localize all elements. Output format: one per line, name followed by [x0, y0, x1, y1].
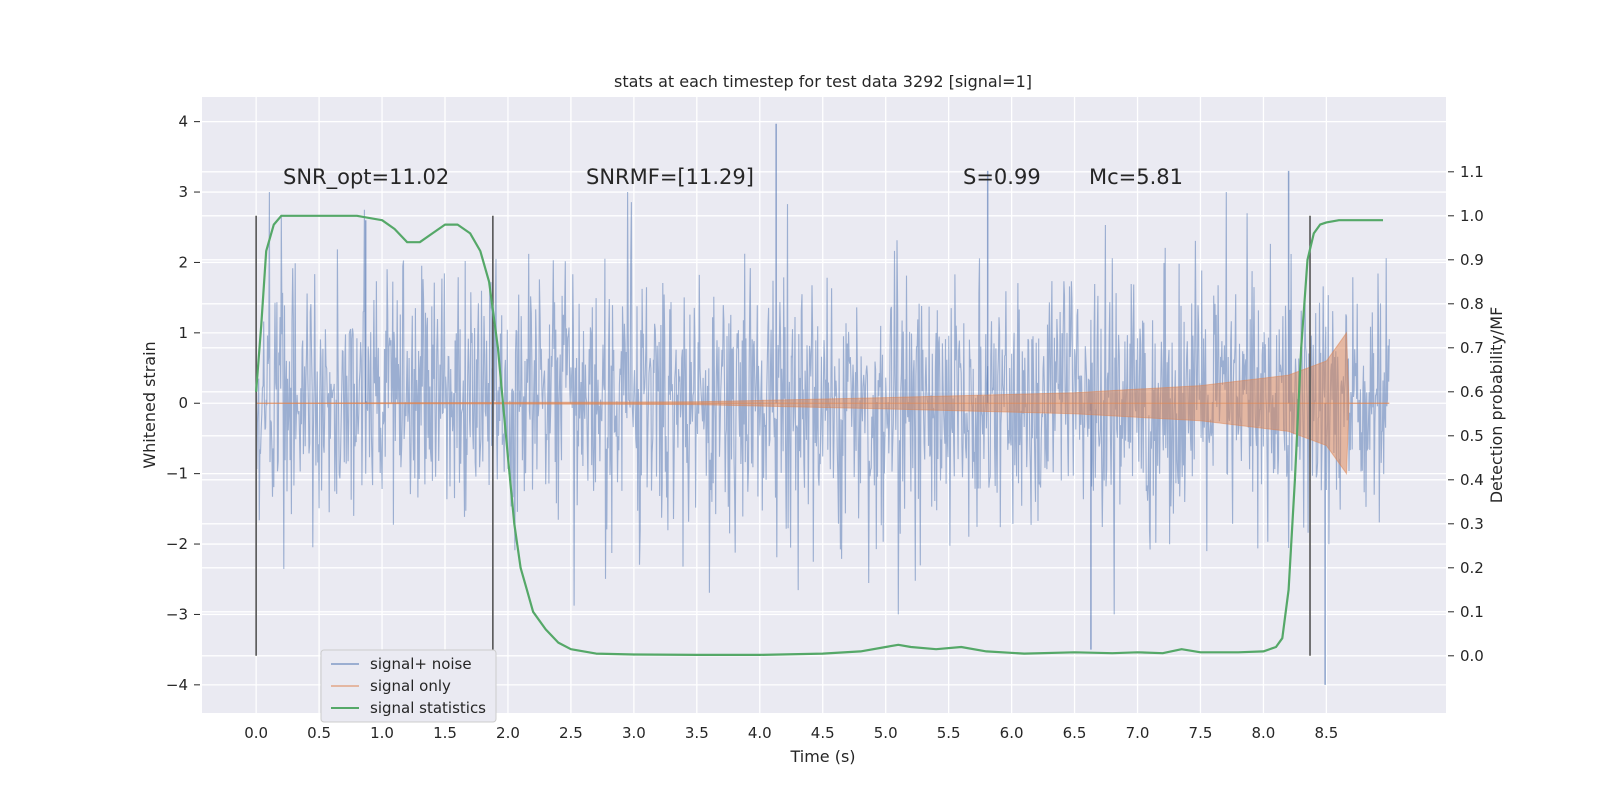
x-tick-label: 1.5: [433, 724, 457, 742]
y-tick-label: 1: [178, 324, 188, 342]
x-tick-label: 0.5: [307, 724, 331, 742]
series-signal-statistics: [255, 214, 1383, 656]
y-right-tick-label: 1.1: [1460, 163, 1484, 181]
tick-labels: 0.0 0.5 1.0 1.5 2.0 2.5 3.0 3.5 4.0 4.5 5.0 5.5 6.0 6…: [166, 113, 1484, 742]
y-tick-label: 4: [178, 113, 188, 131]
x-tick-label: 8.5: [1314, 724, 1338, 742]
x-tick-label: 3.0: [622, 724, 646, 742]
y-right-tick-label: 0.5: [1460, 427, 1484, 445]
y-tick-label: −4: [166, 676, 188, 694]
x-tick-label: 6.0: [1000, 724, 1024, 742]
y-tick-label: 2: [178, 253, 188, 271]
signal-statistics-line: [255, 214, 1383, 656]
y-tick-label: 0: [178, 394, 188, 412]
legend-label-signal-only: signal only: [370, 677, 451, 695]
y-right-tick-label: 0.4: [1460, 471, 1484, 489]
x-tick-label: 5.5: [937, 724, 961, 742]
y-right-tick-label: 0.1: [1460, 603, 1484, 621]
x-tick-label: 1.0: [370, 724, 394, 742]
x-tick-label: 4.5: [811, 724, 835, 742]
series-signal-only: [256, 331, 1390, 476]
y-right-tick-label: 0.2: [1460, 559, 1484, 577]
x-tick-label: 3.5: [685, 724, 709, 742]
y-right-tick-label: 0.3: [1460, 515, 1484, 533]
x-tick-label: 0.0: [244, 724, 268, 742]
legend-label-signal-statistics: signal statistics: [370, 699, 486, 717]
annotation-s: S=0.99: [963, 165, 1041, 189]
y-tick-label: −2: [166, 535, 188, 553]
y-tick-label: −1: [166, 465, 188, 483]
x-tick-label: 5.0: [874, 724, 898, 742]
annotation-snr-opt: SNR_opt=11.02: [283, 165, 449, 190]
y-tick-label: 3: [178, 183, 188, 201]
legend: signal+ noise signal only signal statist…: [320, 649, 497, 723]
legend-label-signal-noise: signal+ noise: [370, 655, 472, 673]
y-right-tick-label: 0.0: [1460, 647, 1484, 665]
annotation-snr-mf: SNRMF=[11.29]: [586, 165, 754, 189]
y-tick-label: −3: [166, 605, 188, 623]
x-tick-label: 4.0: [748, 724, 772, 742]
y-axis-label: Whitened strain: [140, 341, 159, 468]
y-right-tick-label: 0.9: [1460, 251, 1484, 269]
x-tick-label: 7.0: [1126, 724, 1150, 742]
x-tick-label: 2.0: [496, 724, 520, 742]
legend-box: [320, 649, 497, 723]
y-right-tick-label: 0.8: [1460, 295, 1484, 313]
x-tick-label: 7.5: [1189, 724, 1213, 742]
x-tick-label: 6.5: [1063, 724, 1087, 742]
y-right-axis-label: Detection probability/MF: [1487, 307, 1506, 504]
y-right-tick-label: 0.6: [1460, 383, 1484, 401]
chart-title: stats at each timestep for test data 329…: [614, 72, 1032, 91]
x-tick-label: 8.0: [1251, 724, 1275, 742]
y-right-tick-label: 0.7: [1460, 339, 1484, 357]
vertical-markers: [255, 215, 1311, 656]
y-right-tick-label: 1.0: [1460, 207, 1484, 225]
x-tick-label: 2.5: [559, 724, 583, 742]
x-axis-label: Time (s): [789, 747, 855, 766]
annotation-mc: Mc=5.81: [1089, 165, 1183, 189]
